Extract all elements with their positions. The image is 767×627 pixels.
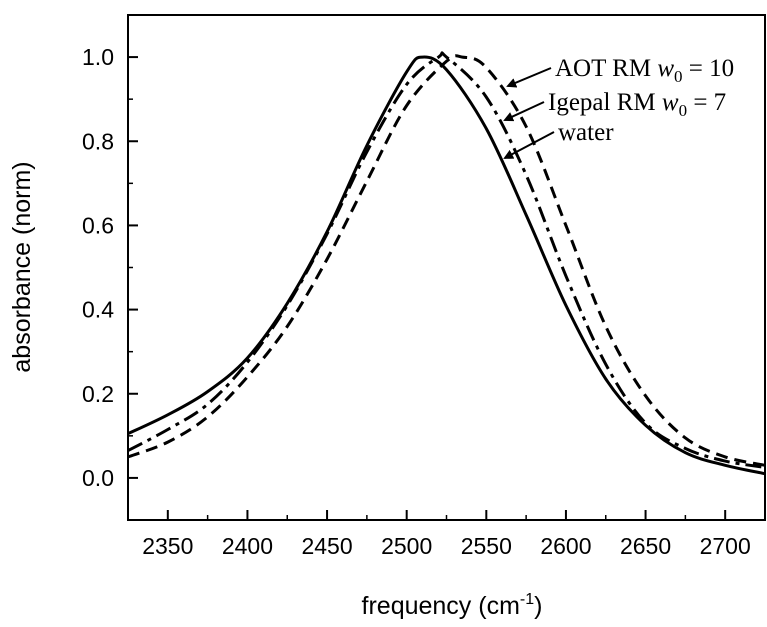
x-tick-label: 2350 — [142, 533, 193, 559]
y-tick-label: 1.0 — [82, 44, 114, 70]
x-axis: 2350 2400 2450 2500 2550 2600 2650 2700 — [127, 510, 766, 559]
x-tick-label: 2400 — [222, 533, 273, 559]
x-tick-label: 2700 — [700, 533, 751, 559]
y-tick-label: 0.4 — [82, 297, 114, 323]
series-line-0 — [127, 55, 766, 476]
legend-label: water — [558, 119, 614, 146]
legend-label: AOT RM w0 = 10 — [555, 55, 734, 86]
y-tick-label: 0.0 — [82, 465, 114, 491]
x-tick-label: 2450 — [301, 533, 352, 559]
y-axis: 0.0 0.2 0.4 0.6 0.8 1.0 — [82, 14, 138, 521]
x-tick-label: 2600 — [540, 533, 591, 559]
x-tick-label: 2650 — [620, 533, 671, 559]
series-layer — [127, 51, 766, 476]
series-line-2 — [127, 54, 766, 467]
legend-label: Igepal RM w0 = 7 — [548, 89, 726, 120]
y-tick-label: 0.2 — [82, 381, 114, 407]
annotation-arrow — [506, 67, 552, 88]
x-tick-label: 2500 — [381, 533, 432, 559]
annotation-arrow — [503, 131, 555, 159]
annotation-arrow — [503, 101, 545, 122]
series-line-1 — [127, 51, 766, 469]
y-tick-label: 0.6 — [82, 212, 114, 238]
x-tick-label: 2550 — [461, 533, 512, 559]
y-tick-label: 0.8 — [82, 128, 114, 154]
x-axis-title: frequency (cm-1) — [362, 591, 543, 620]
y-axis-title: absorbance (norm) — [8, 161, 36, 372]
